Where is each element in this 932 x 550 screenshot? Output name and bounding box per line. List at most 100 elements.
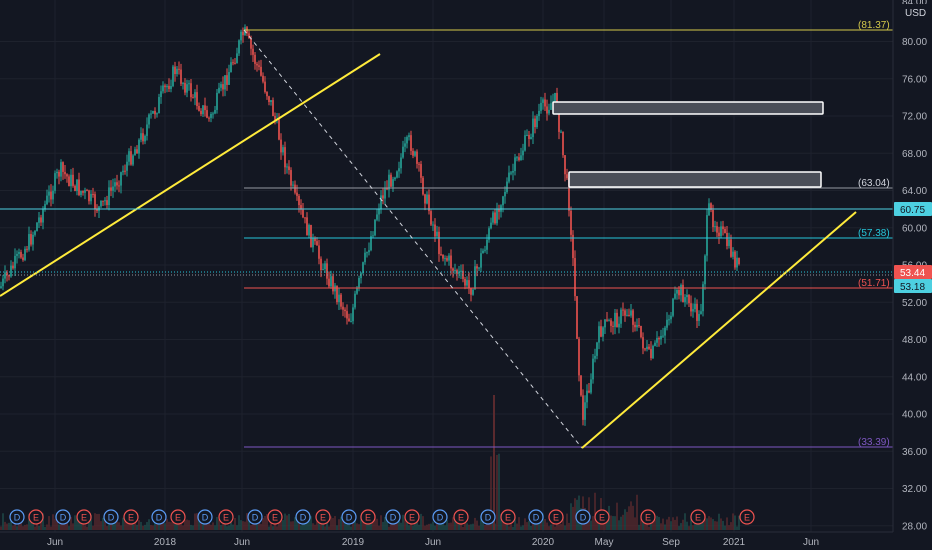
candle-body [726,232,728,246]
fibonacci-lines[interactable] [244,29,893,448]
candle-body [448,255,450,261]
candle-body [274,116,276,120]
candle-body [410,135,412,151]
candle-body [400,157,402,169]
volume-bar [218,519,220,530]
dividend-event-marker[interactable]: D [247,509,263,525]
volume-bar [594,492,596,530]
volume-bar [640,518,642,530]
volume-bar [202,521,204,530]
earnings-event-marker[interactable]: E [218,509,234,525]
earnings-event-marker[interactable]: E [548,509,564,525]
candle-body [610,320,612,326]
candle-body [376,214,378,220]
earnings-event-marker[interactable]: E [170,509,186,525]
dividend-event-marker[interactable]: D [432,509,448,525]
volume-bar [112,523,114,530]
candle-body [216,92,218,110]
earnings-event-marker[interactable]: E [453,509,469,525]
earnings-event-marker[interactable]: E [640,509,656,525]
volume-bar [432,521,434,530]
candle-body [514,157,516,171]
candle-body [476,266,478,269]
earnings-event-marker[interactable]: E [315,509,331,525]
candle-body [150,113,152,115]
dividend-event-marker[interactable]: D [103,509,119,525]
dividend-event-marker[interactable]: D [9,509,25,525]
earnings-event-marker[interactable]: E [28,509,44,525]
dividend-event-marker[interactable]: D [385,509,401,525]
candle-body [502,196,504,206]
candle-body [468,280,470,289]
earnings-event-marker[interactable]: E [76,509,92,525]
price-badge-prev: 53.18 [894,279,932,293]
time-tick-label: 2019 [342,537,365,548]
supply-zone-lower[interactable] [568,171,822,188]
earnings-event-marker[interactable]: E [404,509,420,525]
candle-body [660,335,662,340]
trendline-upper-left[interactable] [0,53,381,297]
candle-body [64,171,66,175]
volume-bar [620,516,622,530]
dividend-event-marker[interactable]: D [197,509,213,525]
dividend-event-marker[interactable]: D [480,509,496,525]
volume-bar [304,519,306,530]
earnings-event-marker[interactable]: E [690,509,706,525]
volume-bar [728,525,730,530]
candle-body [450,255,452,269]
price-badge-last: 53.44 [894,265,932,279]
volume-bar [632,505,634,530]
volume-bar [520,526,522,530]
earnings-event-marker[interactable]: E [360,509,376,525]
dividend-event-marker[interactable]: D [55,509,71,525]
volume-bar [16,526,18,530]
candle-body [730,239,732,257]
volume-bar [186,519,188,530]
earnings-event-marker[interactable]: E [500,509,516,525]
candle-body [506,181,508,192]
event-marker-label: E [505,513,511,523]
earnings-event-marker[interactable]: E [739,509,755,525]
volume-bar [276,526,278,530]
candle-body [554,92,556,102]
dividend-event-marker[interactable]: D [151,509,167,525]
volume-bar [364,522,366,530]
candle-body [680,284,682,296]
fib-anchor-dashed-line[interactable] [243,29,583,449]
volume-bar [684,513,686,530]
dividend-event-marker[interactable]: D [575,509,591,525]
candle-body [648,346,650,349]
candle-body [332,276,334,292]
candle-body [524,135,526,151]
candle-body [388,174,390,190]
currency-button[interactable]: USD [900,4,928,20]
volume-bar [332,518,334,530]
candle-body [494,212,496,224]
dividend-event-marker[interactable]: D [341,509,357,525]
candle-body [434,224,436,237]
volume-bar [340,516,342,530]
volume-bar [58,524,60,530]
supply-zone-upper[interactable] [552,101,824,115]
candle-body [734,251,736,268]
trendline-lower-right[interactable] [581,211,857,449]
earnings-event-marker[interactable]: E [594,509,610,525]
volume-bar [560,523,562,530]
price-badge-last-text: 53.44 [900,268,925,279]
price-tick-label: 44.00 [902,372,927,383]
dividend-event-marker[interactable]: D [295,509,311,525]
candle-body [624,310,626,316]
candle-body [84,190,86,193]
volume-bar [294,517,296,530]
earnings-event-marker[interactable]: E [267,509,283,525]
volume-bar [704,513,706,530]
candle-body [650,348,652,359]
candle-body [320,258,322,271]
time-axis-panel[interactable] [0,532,893,550]
dividend-event-marker[interactable]: D [528,509,544,525]
earnings-event-marker[interactable]: E [123,509,139,525]
volume-bar [192,525,194,530]
